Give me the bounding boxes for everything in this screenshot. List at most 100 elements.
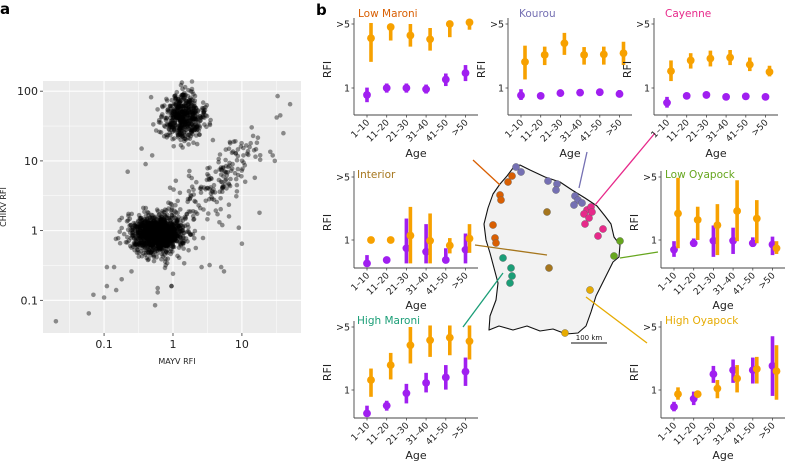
scatter-point <box>153 231 158 237</box>
scatter-point <box>161 246 166 251</box>
scatter-point <box>176 255 182 260</box>
scatter-point <box>181 261 187 266</box>
scatter-point <box>161 232 166 238</box>
scatter-point <box>169 205 175 211</box>
x-axis-title: Age <box>559 147 581 160</box>
scatter-point <box>147 221 152 227</box>
site-marker-low-maroni <box>492 239 500 247</box>
scatter-point <box>178 103 183 109</box>
scatter-point <box>160 226 165 232</box>
scatter-point <box>245 148 251 154</box>
scatter-point <box>172 118 177 124</box>
scatter-point <box>139 241 144 246</box>
scatter-point <box>193 124 199 130</box>
scatter-point <box>135 244 140 250</box>
scatter-point <box>164 234 170 240</box>
scatter-point <box>154 233 159 238</box>
scatter-point <box>204 102 210 108</box>
scatter-point <box>132 228 138 233</box>
scatter-point <box>224 173 230 178</box>
orange-series-point <box>426 336 434 345</box>
scatter-point <box>163 240 169 245</box>
scatter-point <box>142 240 147 246</box>
scatter-point <box>157 233 162 239</box>
scatter-point <box>163 249 169 255</box>
scatter-point <box>156 230 162 235</box>
scatter-point <box>173 112 179 117</box>
scatter-point <box>159 241 165 247</box>
scatter-point <box>148 242 153 247</box>
scatter-point <box>158 243 164 248</box>
scatter-point <box>135 236 141 241</box>
scatter-point <box>157 231 162 237</box>
orange-series-point <box>619 49 628 58</box>
scatter-point <box>173 231 178 237</box>
scatter-point <box>130 229 135 235</box>
scatter-point <box>157 232 162 238</box>
scatter-point <box>152 232 158 238</box>
scatter-point <box>191 105 197 110</box>
scatter-point <box>157 238 163 244</box>
scatter-point <box>165 219 170 224</box>
scatter-point <box>135 229 141 234</box>
scatter-point <box>153 236 159 242</box>
scatter-point <box>162 225 167 231</box>
scatter-point <box>146 246 151 252</box>
scatter-point <box>161 221 166 227</box>
scatter-point <box>193 114 199 119</box>
scatter-point <box>185 199 190 205</box>
scatter-point <box>171 187 176 192</box>
scatter-point <box>174 107 180 113</box>
x-tick-label: 10 <box>235 338 249 351</box>
scatter-point <box>138 249 144 254</box>
scatter-point <box>155 231 161 237</box>
scatter-point <box>204 113 210 119</box>
scatter-point <box>178 94 183 100</box>
scatter-point <box>170 219 176 225</box>
scatter-point <box>177 126 182 131</box>
scatter-point <box>174 110 180 115</box>
scatter-point <box>150 241 156 246</box>
scatter-point <box>143 242 149 248</box>
scatter-point <box>144 241 150 247</box>
scatter-point <box>187 104 193 110</box>
scatter-point <box>142 234 148 239</box>
scatter-point <box>161 230 167 235</box>
scatter-point <box>135 230 140 236</box>
y-axis-title: RFI <box>321 364 334 381</box>
scatter-point <box>155 239 161 244</box>
scatter-point <box>179 235 184 241</box>
scatter-point <box>184 229 190 235</box>
scatter-point <box>173 107 178 112</box>
scatter-point <box>154 225 159 230</box>
x-tick-label: 41–50 <box>731 271 758 298</box>
scatter-point <box>230 149 236 154</box>
scatter-point <box>168 201 173 206</box>
scatter-point <box>158 226 163 232</box>
scatter-point <box>137 230 143 236</box>
scatter-point <box>144 232 149 238</box>
scatter-point <box>150 240 156 245</box>
scatter-point <box>156 232 161 237</box>
scatter-point <box>162 115 168 121</box>
scatter-point <box>195 123 201 128</box>
scatter-point <box>155 226 160 231</box>
scatter-point <box>172 231 178 236</box>
scatter-point <box>149 222 155 227</box>
scatter-point <box>154 233 160 238</box>
scatter-point <box>172 215 177 221</box>
scatter-point <box>138 240 143 245</box>
scatter-point <box>151 218 156 224</box>
scatter-point <box>148 245 153 250</box>
scatter-point <box>180 234 186 239</box>
scatter-point <box>220 165 226 171</box>
scatter-point <box>156 241 161 246</box>
scatter-point <box>155 233 160 238</box>
scatter-point <box>154 235 159 241</box>
scatter-point <box>163 263 168 268</box>
scatter-point <box>162 228 167 234</box>
scatter-point <box>287 101 293 107</box>
scatter-point <box>144 234 149 240</box>
scatter-point <box>163 239 169 244</box>
scatter-point <box>175 130 181 136</box>
